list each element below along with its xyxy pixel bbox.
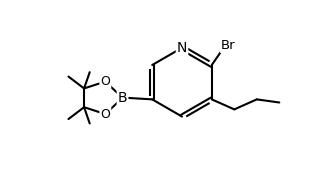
Text: Br: Br bbox=[221, 39, 236, 52]
Text: O: O bbox=[100, 75, 110, 88]
Text: N: N bbox=[177, 41, 187, 55]
Text: O: O bbox=[100, 108, 110, 121]
Text: B: B bbox=[118, 91, 127, 105]
